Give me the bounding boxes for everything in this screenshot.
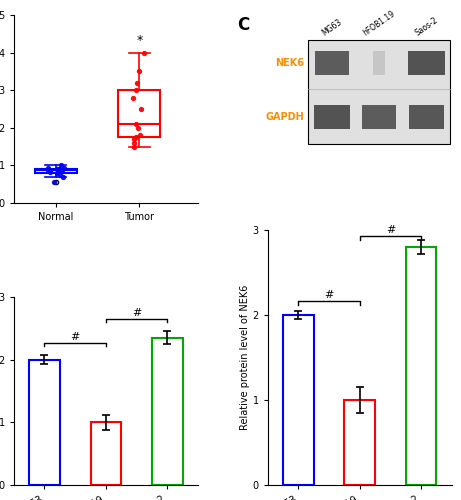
Bar	[90, 422, 121, 485]
Text: C: C	[237, 16, 250, 34]
Point	[130, 94, 137, 102]
Bar	[313, 106, 350, 129]
Point	[133, 78, 141, 86]
Text: #: #	[325, 290, 334, 300]
Point	[132, 133, 140, 141]
Bar	[152, 338, 183, 485]
Point	[130, 139, 138, 147]
Point	[53, 165, 61, 173]
Point	[132, 120, 140, 128]
Bar	[373, 50, 385, 74]
Point	[59, 172, 67, 180]
Text: #: #	[132, 308, 141, 318]
Point	[53, 169, 61, 177]
Point	[135, 68, 142, 76]
Point	[58, 162, 65, 170]
Text: MG63: MG63	[320, 18, 343, 38]
Bar	[308, 40, 450, 144]
Text: GAPDH: GAPDH	[266, 112, 305, 122]
Point	[45, 166, 52, 174]
Point	[136, 132, 143, 140]
Point	[44, 164, 51, 172]
PathPatch shape	[118, 90, 160, 137]
Bar	[344, 400, 375, 485]
Text: #: #	[386, 226, 395, 235]
Bar	[283, 315, 314, 485]
Point	[60, 164, 67, 172]
Point	[58, 166, 65, 174]
Point	[50, 178, 57, 186]
Text: NEK6: NEK6	[276, 58, 305, 68]
Point	[46, 167, 53, 175]
Point	[46, 168, 53, 176]
Point	[56, 171, 63, 179]
Bar	[406, 247, 437, 485]
Bar	[408, 106, 444, 129]
Y-axis label: Relative protein level of NEK6: Relative protein level of NEK6	[240, 285, 250, 430]
Bar	[315, 50, 349, 74]
Text: #: #	[71, 332, 80, 342]
Text: hFOB1.19: hFOB1.19	[361, 9, 397, 38]
Point	[130, 135, 138, 143]
Point	[131, 142, 138, 150]
Bar	[362, 106, 396, 129]
Bar	[408, 50, 444, 74]
Point	[137, 105, 145, 113]
Text: *: *	[136, 34, 142, 47]
Point	[132, 86, 140, 94]
Point	[141, 48, 148, 56]
Point	[135, 124, 142, 132]
Bar	[29, 360, 60, 485]
PathPatch shape	[35, 169, 77, 173]
Point	[55, 165, 63, 173]
Text: Saos-2: Saos-2	[413, 16, 439, 38]
